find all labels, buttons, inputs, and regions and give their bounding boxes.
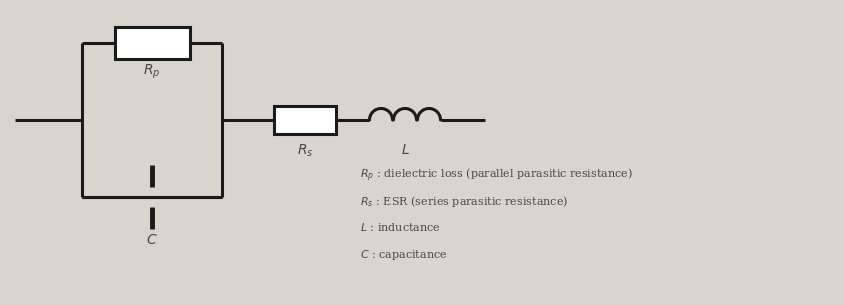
Text: $R_s$: $R_s$ bbox=[297, 143, 313, 160]
FancyBboxPatch shape bbox=[274, 106, 336, 134]
Text: $R_p$ : dielectric loss (parallel parasitic resistance): $R_p$ : dielectric loss (parallel parasi… bbox=[360, 167, 633, 185]
Text: $R_s$ : ESR (series parasitic resistance): $R_s$ : ESR (series parasitic resistance… bbox=[360, 194, 568, 209]
Text: $L$ : inductance: $L$ : inductance bbox=[360, 221, 441, 233]
FancyBboxPatch shape bbox=[115, 27, 190, 59]
Text: $L$: $L$ bbox=[401, 143, 409, 157]
Text: $C$: $C$ bbox=[146, 233, 158, 247]
Text: $R_p$: $R_p$ bbox=[143, 63, 160, 81]
Text: $C$ : capacitance: $C$ : capacitance bbox=[360, 248, 447, 262]
